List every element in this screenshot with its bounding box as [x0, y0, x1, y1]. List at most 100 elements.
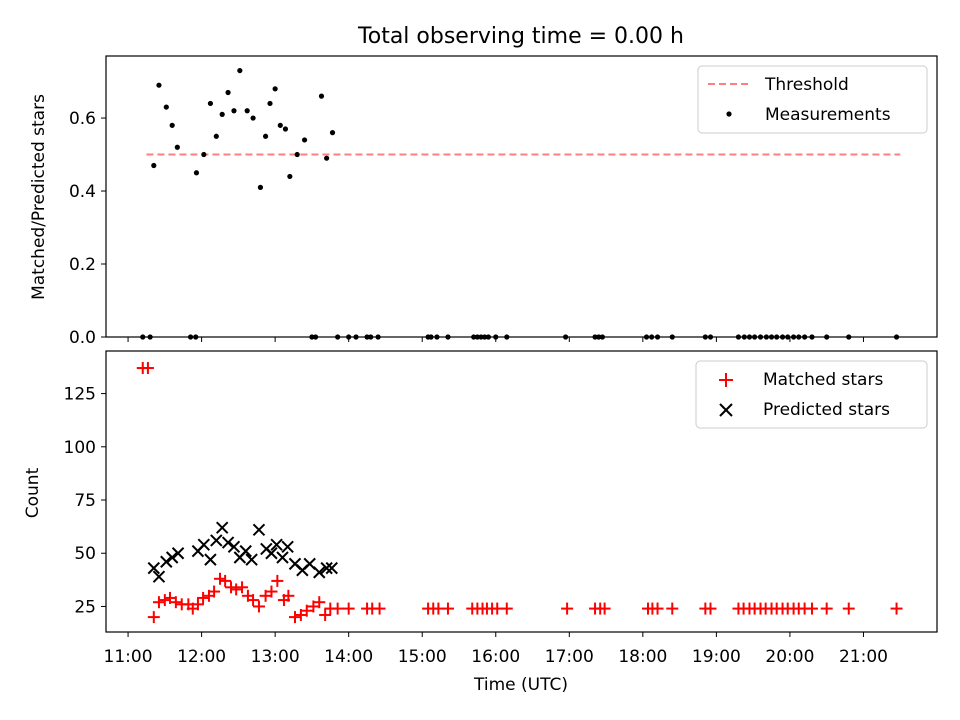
legend-predicted-swatch: [719, 403, 733, 417]
measurement-point: [151, 162, 157, 169]
matched-star-point: [842, 602, 855, 615]
predicted-star-point: [245, 553, 258, 566]
measurement-point: [231, 108, 237, 114]
measurement-point: [213, 133, 219, 139]
matched-star-point: [300, 604, 313, 617]
x-tick-label: 18:00: [618, 647, 667, 667]
measurement-point: [193, 170, 200, 176]
matched-star-point: [500, 602, 513, 615]
matched-star-point: [820, 602, 833, 615]
legend-matched-label: Matched stars: [763, 370, 883, 390]
measurement-point: [272, 86, 278, 92]
predicted-star-point: [165, 551, 179, 564]
measurement-point: [282, 126, 289, 132]
predicted-star-point: [252, 523, 266, 537]
predicted-star-point: [239, 544, 252, 558]
top-y-tick-label: 0.6: [69, 109, 96, 129]
x-tick-label: 21:00: [839, 647, 888, 667]
matched-star-point: [236, 581, 249, 594]
x-tick-label: 14:00: [324, 647, 373, 667]
predicted-star-point: [325, 561, 338, 575]
predicted-star-point: [276, 551, 289, 564]
bottom-y-tick-label: 100: [64, 438, 96, 458]
matched-star-point: [342, 602, 355, 615]
measurement-point: [324, 155, 330, 161]
matched-star-point: [169, 596, 182, 609]
matched-star-point: [225, 581, 238, 594]
bottom-legend: Matched stars Predicted stars: [695, 360, 928, 429]
matched-star-point: [252, 600, 265, 613]
predicted-star-point: [227, 540, 241, 554]
top-legend-box: [697, 65, 928, 134]
matched-star-point: [158, 594, 171, 607]
top-legend: Threshold Measurements: [697, 65, 928, 134]
top-axes-frame: [105, 55, 938, 338]
bottom-legend-box: [695, 360, 928, 429]
measurement-point: [287, 173, 293, 180]
bottom-panel-counts: 25 50 75 100 125 11:00 12:00 13:00 14:00 15:00 16:…: [23, 350, 938, 695]
top-y-tick-label: 0.0: [69, 328, 96, 348]
predicted-star-point: [265, 547, 278, 560]
measurement-point: [237, 67, 243, 74]
matched-star-point: [147, 611, 160, 624]
measurement-point: [277, 122, 283, 128]
matched-star-point: [373, 602, 386, 615]
matched-star-point: [313, 596, 326, 609]
measurement-point: [294, 151, 300, 158]
predicted-star-point: [281, 540, 294, 554]
matched-star-point: [805, 602, 818, 615]
predicted-star-point: [320, 561, 333, 575]
measurement-point: [225, 89, 231, 96]
top-y-tick-label: 0.4: [69, 182, 96, 202]
legend-threshold-label: Threshold: [764, 75, 849, 95]
measurement-point: [329, 130, 336, 136]
predicted-star-point: [221, 536, 235, 549]
matched-star-point: [331, 602, 344, 615]
measurement-point: [169, 122, 175, 128]
x-tick-label: 16:00: [471, 647, 520, 667]
measurement-point: [201, 151, 207, 158]
matched-star-point: [651, 602, 664, 615]
legend-matched-swatch: [719, 373, 733, 387]
measurement-point: [244, 108, 250, 114]
predicted-star-point: [313, 566, 326, 579]
predicted-star-point: [147, 561, 161, 575]
bottom-plot-marks: [136, 362, 903, 624]
predicted-star-point: [270, 538, 283, 551]
figure-title: Total observing time = 0.00 h: [357, 24, 684, 49]
bottom-axis-ticks: 25 50 75 100 125 11:00 12:00 13:00 14:00 15:00 16:…: [64, 385, 888, 667]
predicted-star-point: [210, 534, 223, 547]
measurement-point: [207, 100, 214, 107]
matched-star-point: [319, 608, 332, 621]
bottom-y-tick-label: 50: [74, 544, 96, 564]
matched-star-point: [191, 598, 204, 611]
predicted-star-point: [171, 547, 185, 560]
predicted-star-point: [197, 538, 211, 551]
measurement-point: [250, 115, 256, 121]
bottom-y-axis-label: Count: [23, 467, 43, 518]
top-y-tick-label: 0.2: [69, 255, 96, 275]
x-tick-label: 19:00: [692, 647, 741, 667]
matched-star-point: [152, 596, 165, 609]
measurement-point: [219, 111, 225, 117]
matched-star-point: [890, 602, 903, 615]
x-tick-label: 11:00: [104, 647, 153, 667]
x-tick-label: 17:00: [545, 647, 594, 667]
measurement-point: [318, 93, 325, 99]
matched-star-point: [441, 602, 454, 615]
measurement-point: [156, 82, 162, 88]
top-axis-ticks: 0.0 0.2 0.4 0.6: [69, 109, 864, 348]
predicted-star-point: [215, 521, 229, 534]
bottom-y-tick-label: 75: [74, 491, 96, 511]
legend-predicted-label: Predicted stars: [763, 400, 890, 420]
x-axis-label: Time (UTC): [473, 675, 568, 695]
measurement-point: [257, 184, 264, 190]
bottom-y-tick-label: 125: [64, 385, 96, 405]
matched-star-point: [561, 602, 574, 615]
predicted-star-point: [160, 555, 173, 568]
matched-star-point: [282, 589, 295, 602]
top-y-axis-label: Matched/Predicted stars: [29, 94, 49, 300]
x-tick-label: 12:00: [177, 647, 226, 667]
measurement-point: [301, 137, 308, 143]
